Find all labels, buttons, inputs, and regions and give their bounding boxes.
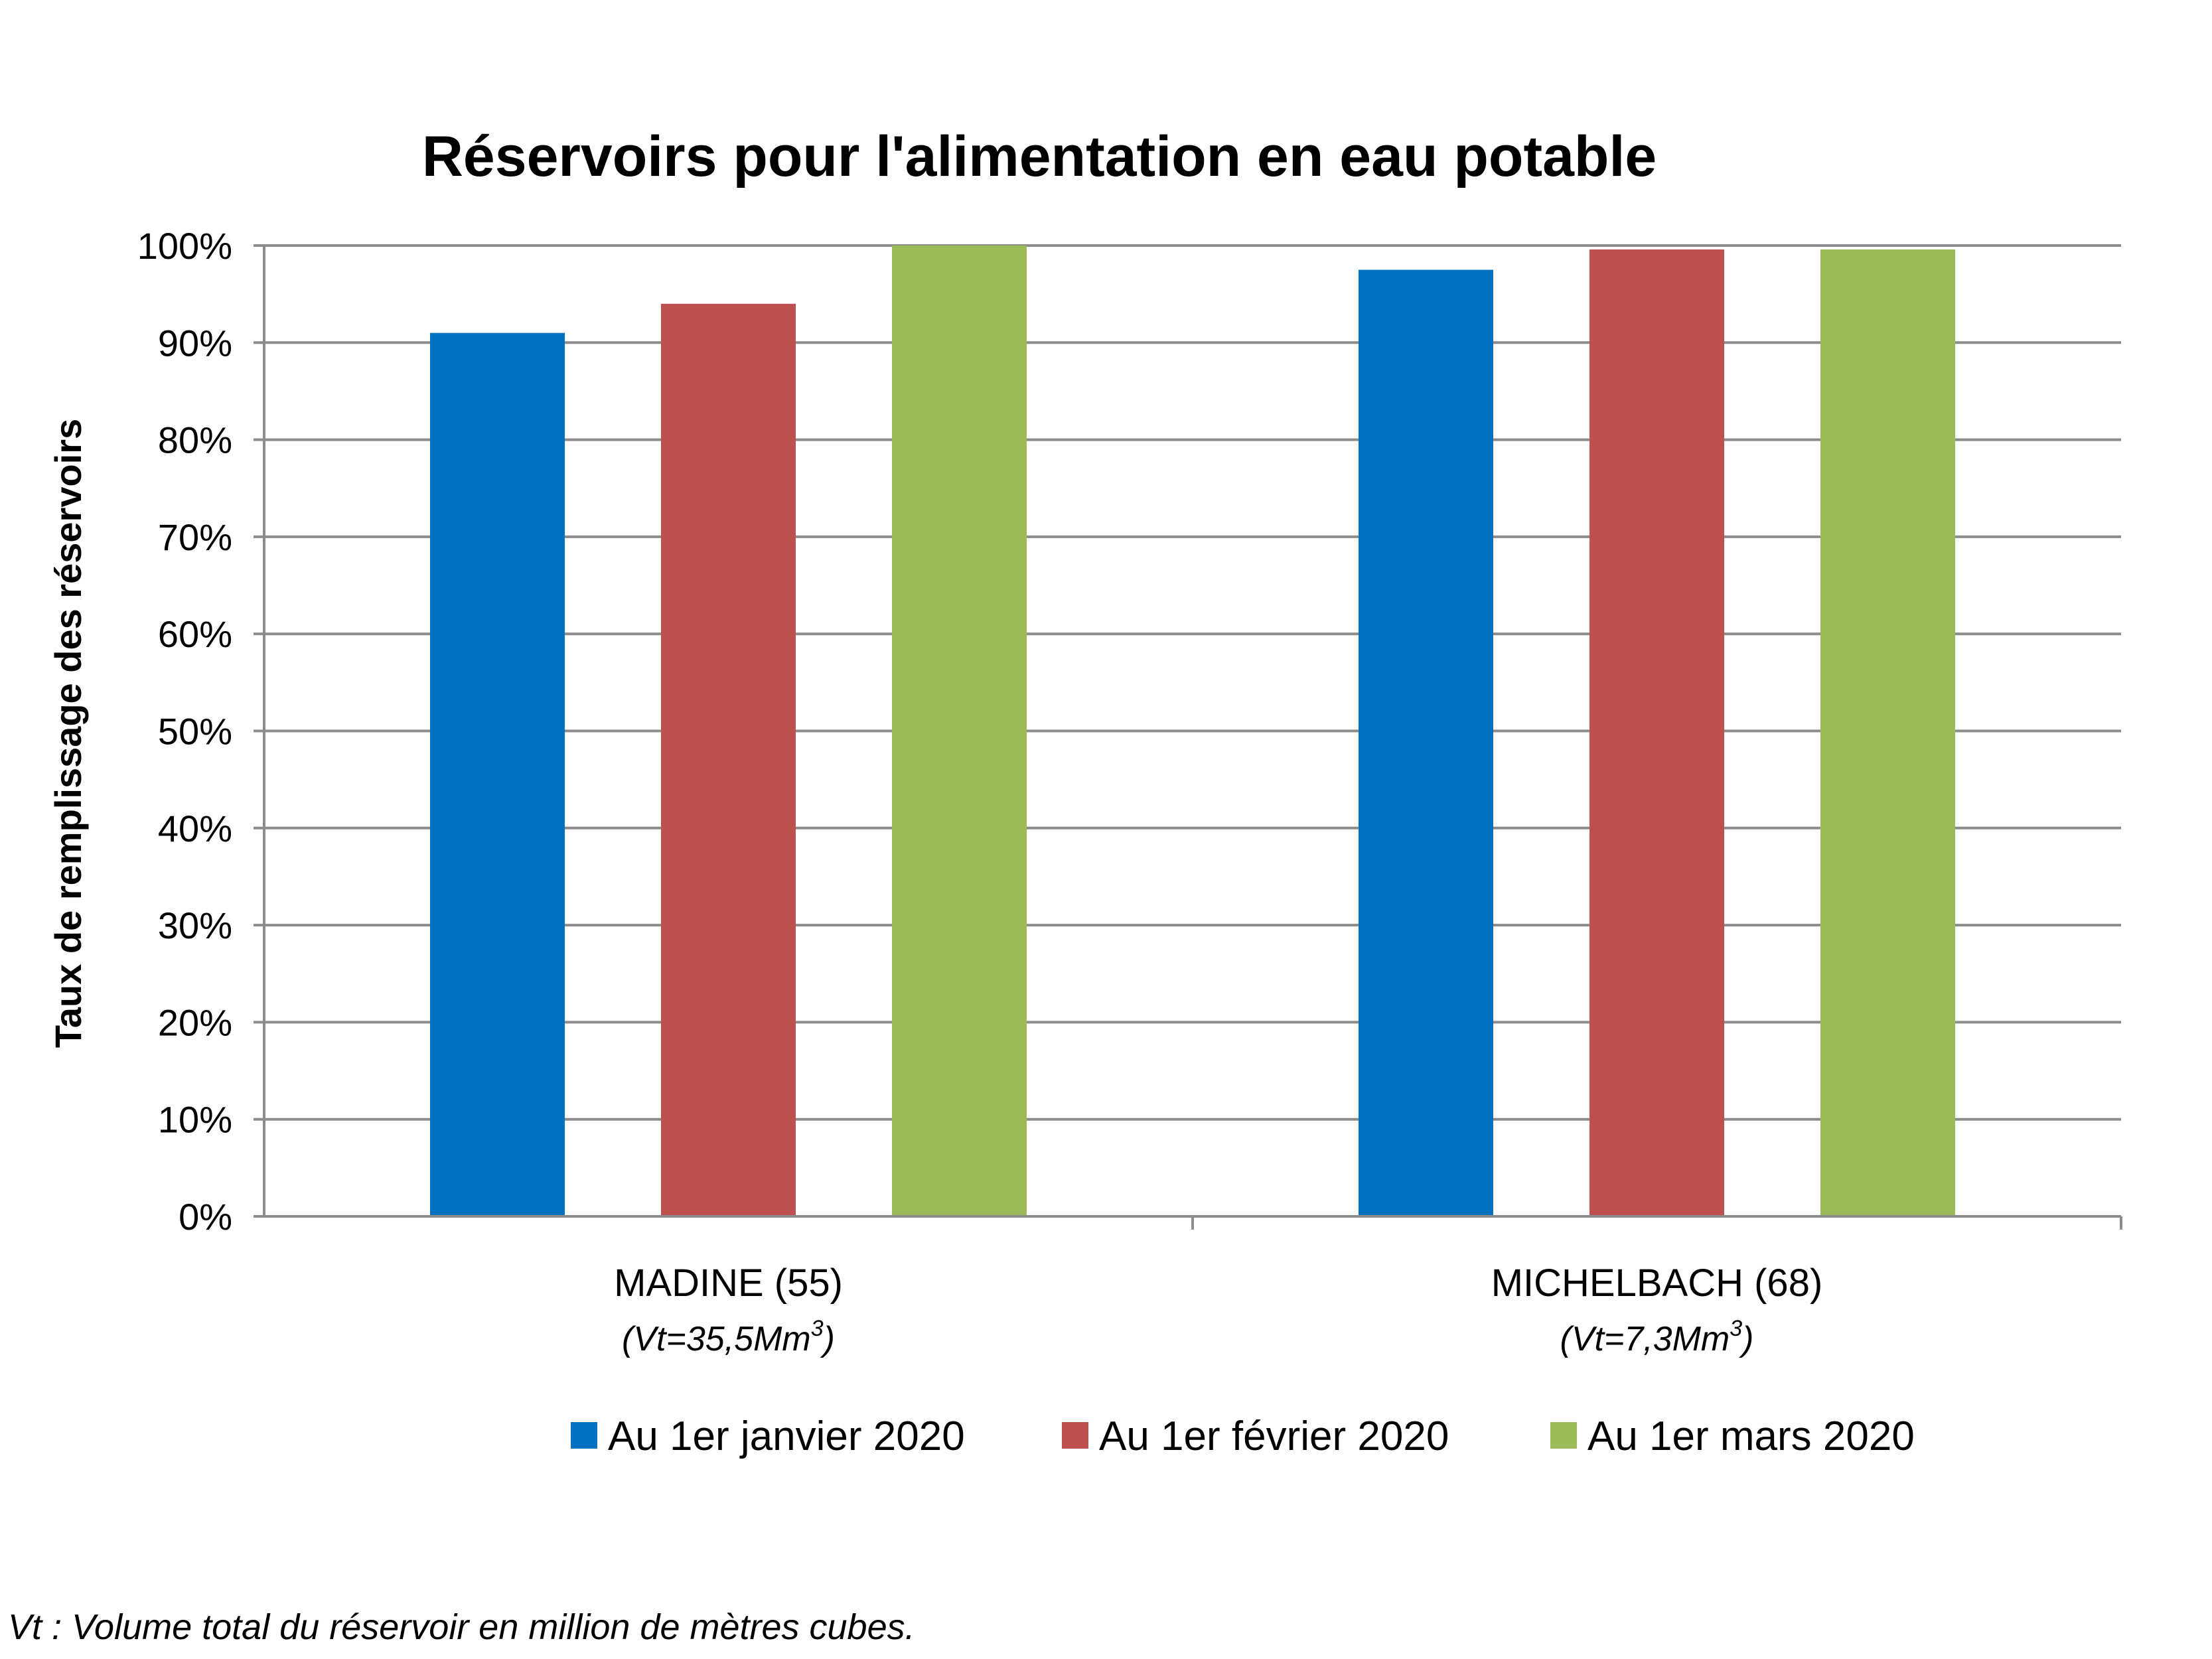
y-tick-labels: 0% 10% 20% 30% 40% 50% 60% 70% 80% 90% 100% xyxy=(137,225,232,1238)
bar xyxy=(1589,249,1724,1216)
legend: Au 1er janvier 2020 Au 1er février 2020 Au… xyxy=(571,1413,1915,1459)
footnote: Vt : Volume total du réservoir en millio… xyxy=(8,1607,915,1647)
y-tick-label: 50% xyxy=(158,711,232,753)
legend-swatch xyxy=(1550,1422,1577,1449)
y-tick-label: 10% xyxy=(158,1099,232,1141)
legend-label: Au 1er mars 2020 xyxy=(1587,1413,1915,1459)
y-tick-label: 30% xyxy=(158,904,232,946)
bar xyxy=(661,303,796,1216)
y-tick-label: 100% xyxy=(137,225,232,267)
y-tick-label: 20% xyxy=(158,1001,232,1043)
y-tick-label: 60% xyxy=(158,613,232,655)
x-category-subtitle: (Vt=35,5Mm3) xyxy=(622,1316,835,1358)
y-tick-label: 0% xyxy=(179,1196,232,1238)
legend-swatch xyxy=(1062,1422,1088,1449)
axes xyxy=(254,244,2122,1230)
y-tick-label: 80% xyxy=(158,419,232,461)
chart-title: Réservoirs pour l'alimentation en eau po… xyxy=(422,125,1657,188)
y-tick-label: 70% xyxy=(158,516,232,558)
bar xyxy=(1359,269,1493,1217)
legend-swatch xyxy=(571,1422,597,1449)
bar xyxy=(430,332,565,1216)
y-axis-label: Taux de remplissage des réservoirs xyxy=(47,419,89,1048)
bar xyxy=(892,246,1027,1216)
bar xyxy=(1820,249,1955,1216)
legend-label: Au 1er février 2020 xyxy=(1099,1413,1449,1459)
x-category-labels: MADINE (55) (Vt=35,5Mm3) MICHELBACH (68) (V… xyxy=(614,1262,1822,1358)
x-category-label: MICHELBACH (68) xyxy=(1491,1262,1823,1305)
x-category-subtitle: (Vt=7,3Mm3) xyxy=(1560,1316,1754,1358)
legend-label: Au 1er janvier 2020 xyxy=(608,1413,965,1459)
x-category-label: MADINE (55) xyxy=(614,1262,843,1305)
bars xyxy=(430,246,1955,1217)
y-tick-label: 90% xyxy=(158,322,232,364)
y-tick-label: 40% xyxy=(158,808,232,849)
gridlines xyxy=(264,244,2121,1121)
